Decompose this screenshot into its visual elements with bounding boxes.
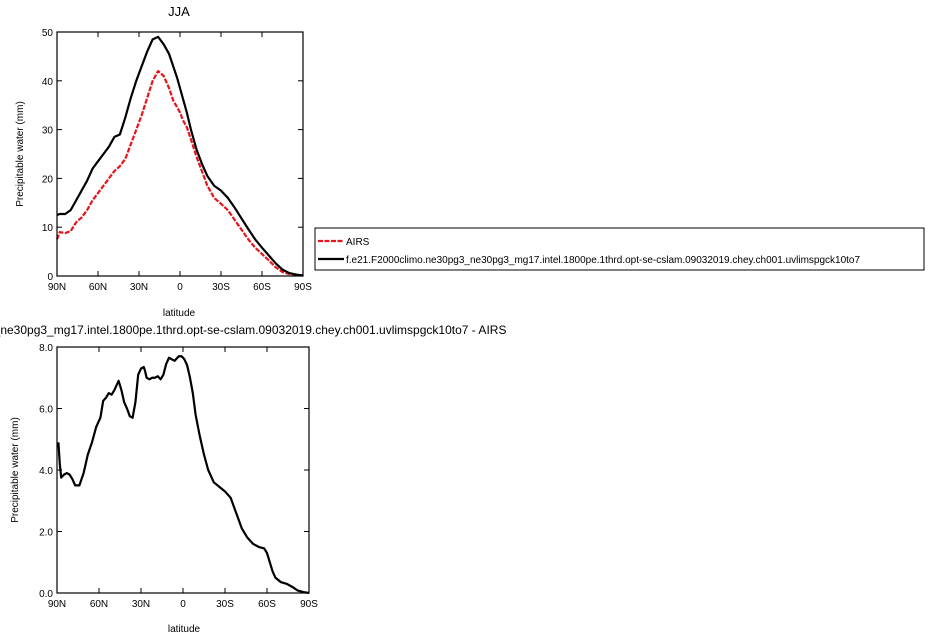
axis-ticks: 90N 60N 30N 0 30S 60S 90S 0.0 2.0 4.0 6.0 8.0 xyxy=(39,343,318,610)
y-tick-label: 0.0 xyxy=(39,589,53,600)
y-tick-label: 0 xyxy=(47,272,53,283)
x-tick-label: 30N xyxy=(130,282,148,293)
x-tick-label: 30S xyxy=(212,282,230,293)
y-axis-label: Precipitable water (mm) xyxy=(15,101,26,207)
series-line xyxy=(57,355,310,595)
x-tick-label: 0 xyxy=(180,599,186,610)
legend-label-model: f.e21.F2000climo.ne30pg3_ne30pg3_mg17.in… xyxy=(346,255,860,266)
x-tick-label: 90N xyxy=(48,599,66,610)
series-line xyxy=(56,35,304,277)
y-tick-label: 4.0 xyxy=(39,466,53,477)
y-tick-label: 30 xyxy=(42,126,54,137)
plot-frame xyxy=(56,31,304,277)
panel-top: JJA Precipitable water (mm) latitude 90N… xyxy=(15,4,925,319)
series-line xyxy=(55,69,304,277)
x-tick-label: 90N xyxy=(48,282,66,293)
series-group xyxy=(57,355,310,595)
x-tick-label: 30S xyxy=(216,599,234,610)
legend: AIRS f.e21.F2000climo.ne30pg3_ne30pg3_mg… xyxy=(314,227,925,271)
x-tick-label: 90S xyxy=(294,282,312,293)
series-group xyxy=(55,35,304,277)
y-tick-label: 40 xyxy=(42,77,54,88)
x-tick-label: 60S xyxy=(253,282,271,293)
x-tick-label: 90S xyxy=(300,599,318,610)
chart-title: JJA xyxy=(168,4,190,19)
panel-bottom: f.e21.F2000climo.ne30pg3_ne30pg3_mg17.in… xyxy=(0,323,506,635)
y-axis-label: Precipitable water (mm) xyxy=(10,417,21,523)
axis-ticks: 90N 60N 30N 0 30S 60S 90S 0 10 20 30 40 50 xyxy=(42,28,312,293)
y-tick-label: 6.0 xyxy=(39,405,53,416)
x-axis-label: latitude xyxy=(163,308,196,319)
y-tick-label: 50 xyxy=(42,28,54,39)
y-tick-label: 20 xyxy=(42,174,54,185)
plot-frame xyxy=(56,346,310,594)
y-tick-label: 8.0 xyxy=(39,343,53,354)
legend-box xyxy=(314,227,925,271)
x-tick-label: 60N xyxy=(89,282,107,293)
legend-label-airs: AIRS xyxy=(346,237,370,248)
x-tick-label: 60N xyxy=(90,599,108,610)
x-tick-label: 0 xyxy=(177,282,183,293)
y-tick-label: 2.0 xyxy=(39,528,53,539)
chart-title: f.e21.F2000climo.ne30pg3_ne30pg3_mg17.in… xyxy=(0,323,506,337)
x-tick-label: 30N xyxy=(132,599,150,610)
x-axis-label: latitude xyxy=(168,624,201,635)
x-tick-label: 60S xyxy=(258,599,276,610)
y-tick-label: 10 xyxy=(42,223,54,234)
